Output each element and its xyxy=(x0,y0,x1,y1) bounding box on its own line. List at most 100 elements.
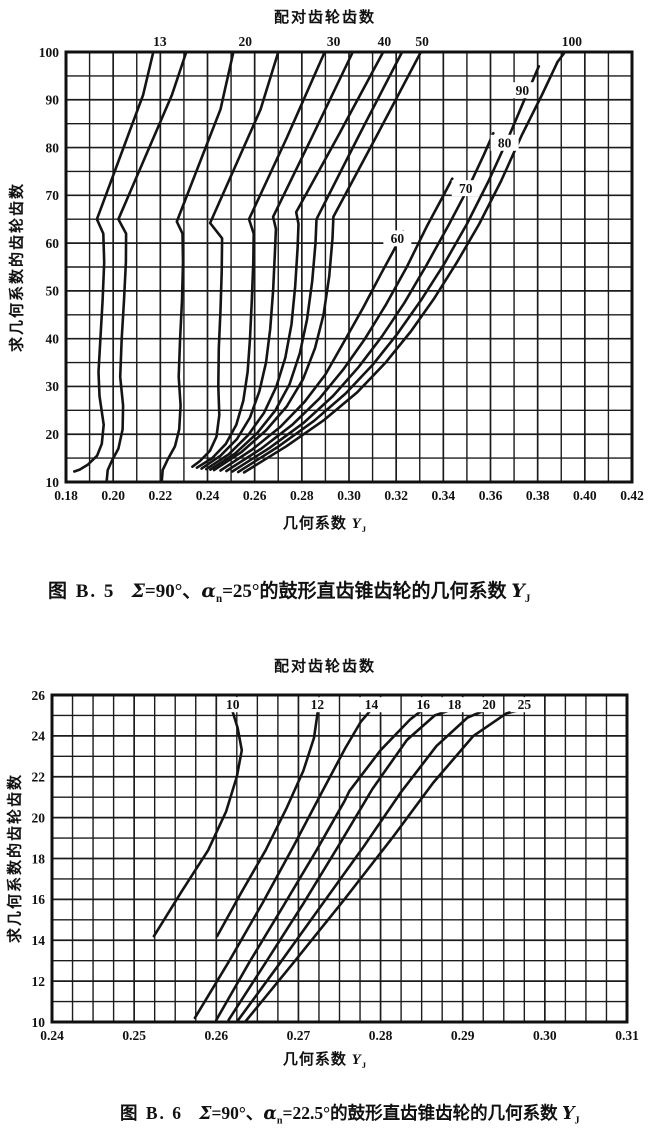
y-tick-label: 12 xyxy=(32,974,46,989)
curve-label-30: 30 xyxy=(327,34,341,49)
y-variable: Y xyxy=(562,1104,575,1124)
curve-16 xyxy=(215,707,425,1022)
curve-label-background xyxy=(218,697,247,713)
curve-label-20: 20 xyxy=(238,34,252,49)
curve-100 xyxy=(242,50,567,474)
x-tick-label: 0.36 xyxy=(479,488,503,503)
y-tick-label: 90 xyxy=(46,93,60,108)
x-tick-label: 0.29 xyxy=(451,1028,475,1043)
alpha-symbol: α xyxy=(263,1104,277,1124)
figure-b6-caption: 图 B. 6 Σ=90°、αn=22.5°的鼓形直齿锥齿轮的几何系数 YJ xyxy=(120,1100,580,1127)
x-tick-label: 0.28 xyxy=(369,1028,393,1043)
figure-b6-x-axis-title: 几何系数 YJ xyxy=(0,1048,650,1070)
x-tick-label: 0.22 xyxy=(149,488,173,503)
y-subscript: J xyxy=(574,1115,580,1127)
x-tick-label: 0.30 xyxy=(337,488,361,503)
curve-40 xyxy=(205,50,385,471)
x-tick-label: 0.24 xyxy=(196,488,220,503)
curve-label-13: 13 xyxy=(153,34,167,49)
y-tick-label: 20 xyxy=(46,427,60,442)
curve-60 xyxy=(219,229,405,472)
curve-label-40: 40 xyxy=(378,34,392,49)
caption-text: 的鼓形直齿锥齿轮的几何系数 xyxy=(330,1103,563,1123)
curve-label-80: 80 xyxy=(498,136,512,151)
caption-eq2: =25° xyxy=(222,581,260,602)
y-tick-label: 30 xyxy=(46,379,60,394)
figure-b6-y-axis-title: 求几何系数的齿轮齿数 xyxy=(7,772,24,944)
curve-label-14: 14 xyxy=(365,697,379,712)
x-axis-title-variable: Y xyxy=(351,1052,362,1068)
y-tick-label: 24 xyxy=(32,729,46,744)
plot-border xyxy=(50,693,629,1024)
curve-30 xyxy=(195,50,327,470)
x-tick-label: 0.28 xyxy=(290,488,314,503)
curve-50 xyxy=(212,50,423,472)
y-subscript: J xyxy=(524,592,531,605)
y-tick-label: 40 xyxy=(46,331,60,346)
x-tick-label: 0.32 xyxy=(384,488,408,503)
curve-label-90: 90 xyxy=(516,83,530,98)
curve-label-background xyxy=(357,697,386,713)
curve-20 xyxy=(235,707,489,1024)
alpha-symbol: α xyxy=(201,580,216,602)
x-tick-label: 0.27 xyxy=(287,1028,311,1043)
x-axis-title-variable: Y xyxy=(351,516,362,532)
curve-label-background xyxy=(451,180,480,197)
figure-b5-chart: 13 20 30 40 50 100 60 70 80 90 0.18 0.20 0.22 0.24 0.2… xyxy=(39,34,644,503)
figure-b6-top-axis-title: 配对齿轮齿数 xyxy=(273,659,376,675)
curve-35 xyxy=(200,50,355,470)
x-tick-label: 0.42 xyxy=(620,488,644,503)
curve-20 xyxy=(160,50,235,484)
curve-70 xyxy=(225,177,454,473)
y-tick-label: 14 xyxy=(32,933,46,948)
x-tick-label: 0.26 xyxy=(243,488,267,503)
figure-b5-x-axis-title: 几何系数 YJ xyxy=(0,512,650,534)
caption-eq2: =22.5° xyxy=(282,1103,331,1123)
y-tick-label: 50 xyxy=(46,284,60,299)
figure-number: 图 B. 5 xyxy=(48,581,116,602)
x-axis-title-subscript: J xyxy=(361,524,368,534)
x-tick-label: 0.38 xyxy=(526,488,550,503)
y-tick-label: 100 xyxy=(39,45,60,60)
curve-14 xyxy=(193,707,373,1020)
curve-45 xyxy=(209,50,404,471)
alpha-subscript: n xyxy=(215,592,223,605)
curve-label-18: 18 xyxy=(448,697,462,712)
caption-eq1: =90°、 xyxy=(211,1103,264,1123)
x-tick-label: 0.34 xyxy=(432,488,456,503)
curve-label-background xyxy=(303,697,332,713)
y-tick-label: 80 xyxy=(46,140,60,155)
curve-12 xyxy=(215,707,320,938)
plot-border xyxy=(64,50,634,484)
curve-label-background xyxy=(475,697,503,713)
caption-text: 的鼓形直齿锥齿轮的几何系数 xyxy=(259,581,512,602)
sigma-symbol: Σ xyxy=(131,580,145,602)
y-tick-label: 16 xyxy=(32,892,46,907)
curve-label-20: 20 xyxy=(482,697,496,712)
curve-label-background xyxy=(440,697,469,713)
y-tick-label: 60 xyxy=(46,236,60,251)
y-tick-label: 22 xyxy=(32,770,46,785)
curve-10 xyxy=(152,707,244,938)
curve-label-50: 50 xyxy=(415,34,429,49)
x-axis-title-subscript: J xyxy=(361,1060,368,1070)
y-tick-label: 70 xyxy=(46,188,60,203)
x-tick-label: 0.40 xyxy=(573,488,597,503)
y-tick-label: 10 xyxy=(46,475,60,490)
x-tick-label: 0.25 xyxy=(122,1028,146,1043)
x-tick-label: 0.20 xyxy=(101,488,125,503)
curve-label-background xyxy=(508,82,537,99)
curve-label-background xyxy=(409,697,438,713)
curve-label-background xyxy=(490,134,519,151)
curve-label-25: 25 xyxy=(518,697,532,712)
y-tick-label: 20 xyxy=(32,810,46,825)
curve-label-60: 60 xyxy=(391,231,405,246)
figure-b5-top-axis-title: 配对齿轮齿数 xyxy=(273,10,376,26)
x-tick-label: 0.18 xyxy=(54,488,78,503)
curve-label-10: 10 xyxy=(226,697,240,712)
y-tick-label: 26 xyxy=(32,688,46,703)
x-tick-label: 0.24 xyxy=(40,1028,64,1043)
curve-label-70: 70 xyxy=(459,181,473,196)
x-tick-label: 0.30 xyxy=(533,1028,557,1043)
